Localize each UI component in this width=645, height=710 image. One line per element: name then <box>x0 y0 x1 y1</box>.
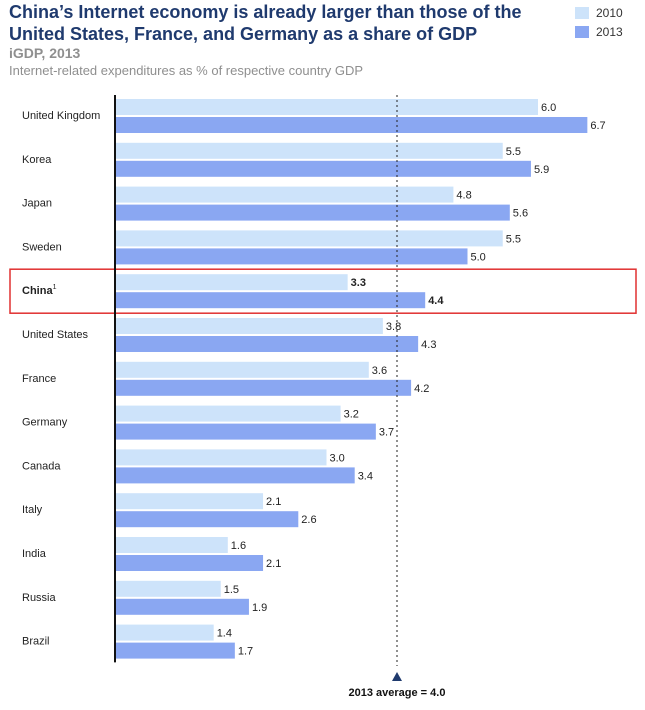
bar-france-2013 <box>115 379 412 396</box>
chart-description: Internet-related expenditures as % of re… <box>9 63 364 78</box>
value-label-italy-2013: 2.6 <box>301 514 316 526</box>
category-label-italy: Italy <box>22 504 43 516</box>
bar-united-kingdom-2010 <box>115 99 538 115</box>
value-label-sweden-2013: 5.0 <box>471 251 486 263</box>
bar-korea-2010 <box>115 142 503 159</box>
bar-france-2010 <box>115 361 369 378</box>
value-label-china-2013: 4.4 <box>428 295 444 307</box>
bar-brazil-2010 <box>115 624 214 641</box>
category-label-united-states: United States <box>22 329 89 341</box>
category-label-brazil: Brazil <box>22 636 50 648</box>
chart-subtitle: iGDP, 2013 <box>9 45 81 61</box>
category-label-sweden: Sweden <box>22 241 62 253</box>
value-label-korea-2013: 5.9 <box>534 164 549 176</box>
bar-brazil-2013 <box>115 642 235 659</box>
value-label-china-2010: 3.3 <box>351 277 366 289</box>
bar-sweden-2013 <box>115 248 468 265</box>
value-label-united-kingdom-2013: 6.7 <box>590 120 605 132</box>
bar-canada-2013 <box>115 467 355 484</box>
bar-korea-2013 <box>115 160 531 177</box>
value-label-canada-2010: 3.0 <box>330 452 345 464</box>
bar-russia-2010 <box>115 580 221 597</box>
bar-italy-2010 <box>115 493 264 510</box>
value-label-united-states-2013: 4.3 <box>421 339 436 351</box>
average-marker <box>392 672 402 681</box>
value-label-japan-2013: 5.6 <box>513 208 528 220</box>
value-label-germany-2010: 3.2 <box>344 409 359 421</box>
chart-title: China’s Internet economy is already larg… <box>9 2 522 44</box>
bar-sweden-2010 <box>115 230 503 247</box>
highlight-box-china <box>9 268 637 314</box>
value-label-japan-2010: 4.8 <box>456 190 471 202</box>
value-label-canada-2013: 3.4 <box>358 470 373 482</box>
bar-japan-2010 <box>115 186 454 203</box>
bar-canada-2010 <box>115 449 327 466</box>
value-label-sweden-2010: 5.5 <box>506 233 521 245</box>
category-label-germany: Germany <box>22 417 68 429</box>
value-label-united-states-2010: 3.8 <box>386 321 401 333</box>
bar-italy-2013 <box>115 511 299 528</box>
legend-swatch-2010 <box>575 7 589 19</box>
category-label-china: China1 <box>22 284 57 297</box>
bar-china-2010 <box>115 274 348 291</box>
legend-swatch-2013 <box>575 26 589 38</box>
category-label-france: France <box>22 373 56 385</box>
value-label-brazil-2010: 1.4 <box>217 628 232 640</box>
category-label-japan: Japan <box>22 198 52 210</box>
bar-india-2013 <box>115 555 264 571</box>
value-label-france-2013: 4.2 <box>414 383 429 395</box>
bar-united-states-2013 <box>115 336 419 352</box>
legend-item-2013: 2013 <box>575 25 623 39</box>
average-label: 2013 average = 4.0 <box>349 687 446 699</box>
value-label-france-2010: 3.6 <box>372 365 387 377</box>
bar-germany-2013 <box>115 423 376 440</box>
bar-russia-2013 <box>115 598 249 615</box>
bar-united-kingdom-2013 <box>115 117 588 133</box>
category-label-canada: Canada <box>22 460 61 472</box>
bar-china-2013 <box>115 292 426 309</box>
category-label-united-kingdom: United Kingdom <box>22 110 100 122</box>
value-label-brazil-2013: 1.7 <box>238 646 253 658</box>
value-label-germany-2013: 3.7 <box>379 427 394 439</box>
value-label-russia-2010: 1.5 <box>224 584 239 596</box>
bar-india-2010 <box>115 537 228 553</box>
legend-label-2010: 2010 <box>596 6 623 20</box>
category-label-india: India <box>22 548 47 560</box>
category-label-korea: Korea <box>22 154 52 166</box>
bar-japan-2013 <box>115 204 510 221</box>
footnote-marker: 1 <box>53 284 57 291</box>
legend-label-2013: 2013 <box>596 25 623 39</box>
value-label-italy-2010: 2.1 <box>266 496 281 508</box>
bar-united-states-2010 <box>115 318 383 334</box>
value-label-united-kingdom-2010: 6.0 <box>541 102 556 114</box>
value-label-india-2010: 1.6 <box>231 540 246 552</box>
value-label-india-2013: 2.1 <box>266 558 281 570</box>
legend-item-2010: 2010 <box>575 6 623 20</box>
category-label-russia: Russia <box>22 592 57 604</box>
value-label-korea-2010: 5.5 <box>506 146 521 158</box>
bar-germany-2010 <box>115 405 341 422</box>
value-label-russia-2013: 1.9 <box>252 602 267 614</box>
